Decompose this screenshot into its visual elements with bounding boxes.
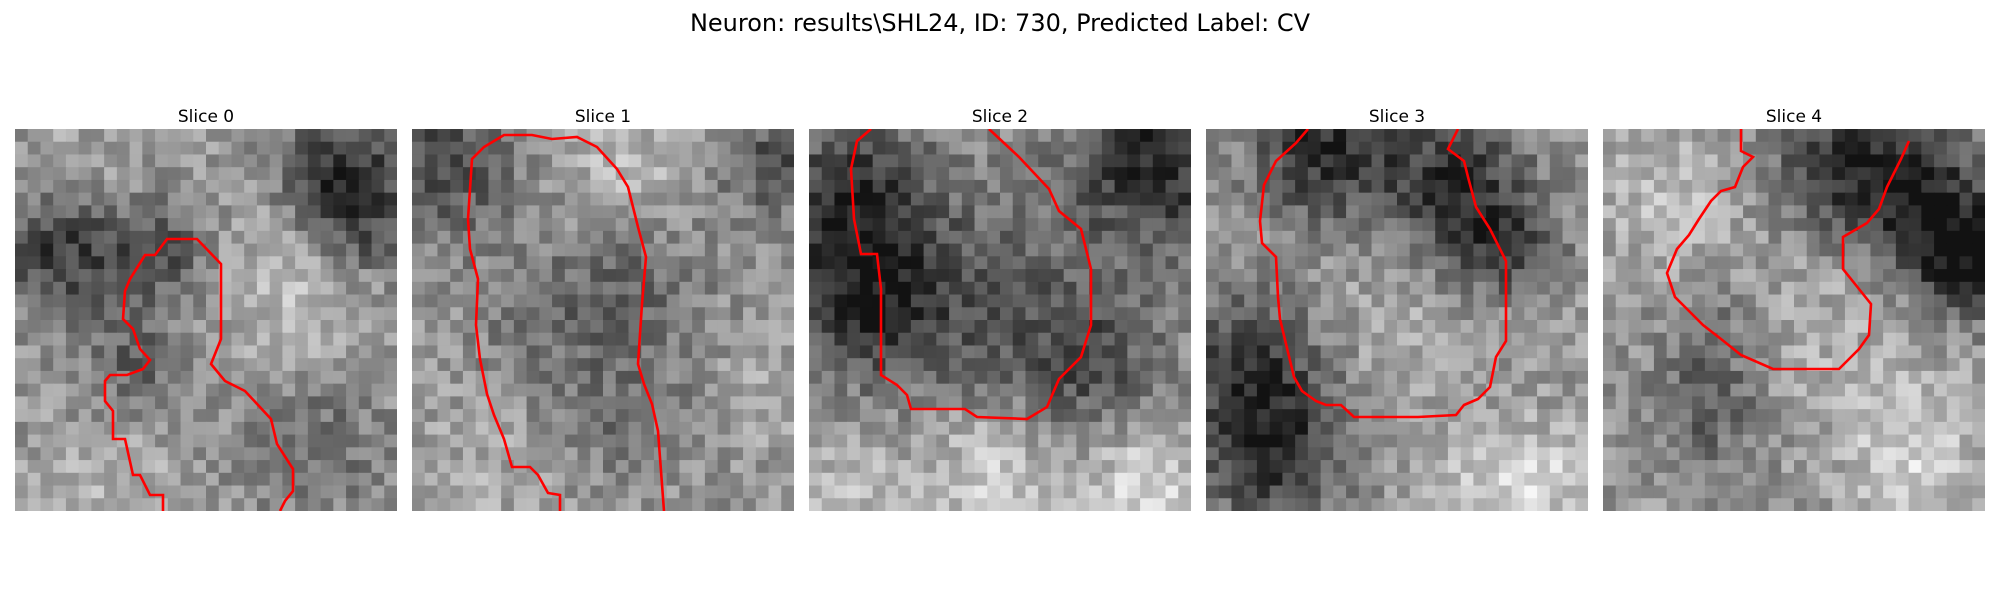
slice-image-1 (412, 129, 794, 511)
segmentation-contour (466, 133, 666, 511)
slice-pixels (1603, 129, 1985, 511)
slice-panel-3: Slice 3 (1206, 105, 1588, 511)
slice-image-3 (1206, 129, 1588, 511)
slice-panel-2: Slice 2 (809, 105, 1191, 511)
slice-title-2: Slice 2 (971, 107, 1029, 127)
slice-pixels (412, 129, 794, 511)
slice-panel-0: Slice 0 (15, 105, 397, 511)
slice-title-1: Slice 1 (574, 107, 632, 127)
slice-panel-1: Slice 1 (412, 105, 794, 511)
figure-title: Neuron: results\SHL24, ID: 730, Predicte… (689, 9, 1311, 37)
slice-pixels (15, 129, 397, 511)
slice-title-3: Slice 3 (1368, 107, 1426, 127)
segmentation-contour (849, 129, 1093, 421)
segmentation-contour (1258, 129, 1508, 419)
segmentation-contour (1665, 129, 1911, 371)
slice-image-4 (1603, 129, 1985, 511)
slice-panel-4: Slice 4 (1603, 105, 1985, 511)
slice-image-2 (809, 129, 1191, 511)
slice-pixels (809, 129, 1191, 511)
segmentation-contour (103, 237, 295, 511)
slice-image-0 (15, 129, 397, 511)
slice-pixels (1206, 129, 1588, 511)
slice-title-4: Slice 4 (1765, 107, 1823, 127)
slice-title-0: Slice 0 (177, 107, 235, 127)
